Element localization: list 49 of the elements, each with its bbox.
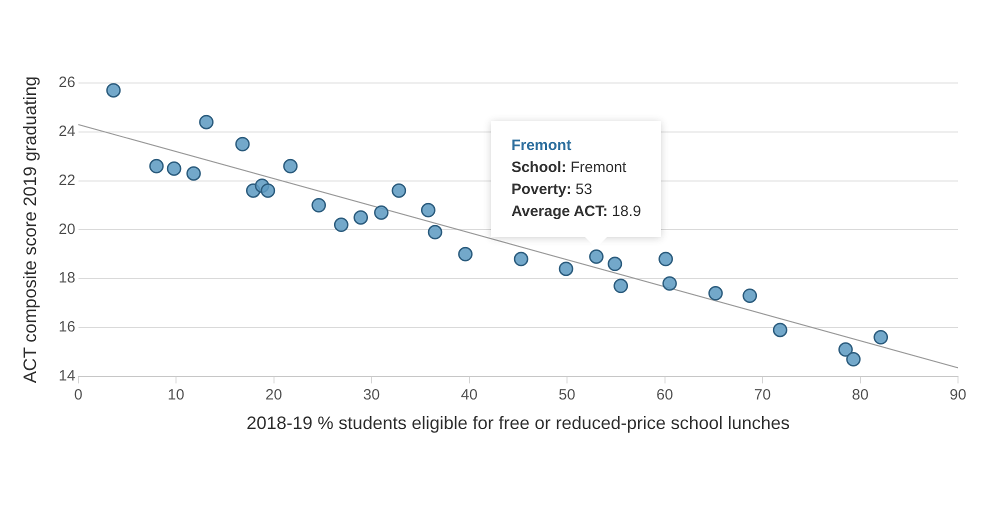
point	[428, 224, 442, 240]
y-tick-label: 24	[58, 123, 76, 140]
point	[283, 158, 298, 174]
point	[106, 83, 121, 98]
point	[742, 288, 758, 303]
point	[608, 256, 622, 272]
x-axis-title: 2018-19 % students eligible for free or reduced-price school lunches	[246, 413, 790, 434]
point	[772, 322, 788, 338]
point	[420, 202, 436, 218]
x-tick-label: 40	[460, 386, 478, 404]
x-tick-label: 10	[168, 386, 184, 404]
x-tick-label: 60	[656, 386, 674, 404]
point	[149, 158, 164, 174]
point	[708, 286, 723, 301]
point	[874, 330, 888, 345]
y-tick-label: 26	[58, 74, 76, 92]
y-tick-label: 16	[58, 318, 76, 336]
point	[838, 342, 853, 357]
point	[235, 136, 250, 152]
y-tick-label: 20	[58, 220, 76, 238]
point	[392, 183, 406, 198]
point	[514, 252, 528, 266]
point	[166, 161, 182, 176]
x-tick-label: 20	[265, 386, 282, 404]
annotation: Fremont School: Fremont Poverty: 53 Average ACT: 18.9	[511, 136, 642, 222]
y-tick-label: 18	[58, 270, 76, 287]
x-tick-label: 70	[754, 386, 771, 404]
point	[334, 218, 348, 232]
point	[846, 352, 861, 367]
point	[558, 262, 574, 276]
point	[374, 205, 389, 220]
x-tick-label: 50	[558, 386, 576, 404]
point	[199, 114, 214, 130]
point	[186, 166, 201, 181]
x-tick-label: 90	[950, 386, 966, 404]
point	[589, 249, 604, 264]
point	[260, 183, 276, 198]
y-tick-label: 22	[58, 172, 76, 189]
x-tick-label: 0	[74, 386, 82, 404]
point	[658, 252, 673, 266]
point	[311, 198, 326, 212]
point	[458, 246, 473, 262]
x-tick-label: 30	[363, 386, 380, 404]
point	[662, 276, 677, 291]
y-axis-title: ACT composite score 2019 graduating	[20, 76, 40, 384]
x-tick-label: 80	[852, 386, 869, 404]
point	[614, 278, 628, 294]
y-tick-label: 14	[58, 368, 76, 385]
point	[354, 210, 368, 225]
